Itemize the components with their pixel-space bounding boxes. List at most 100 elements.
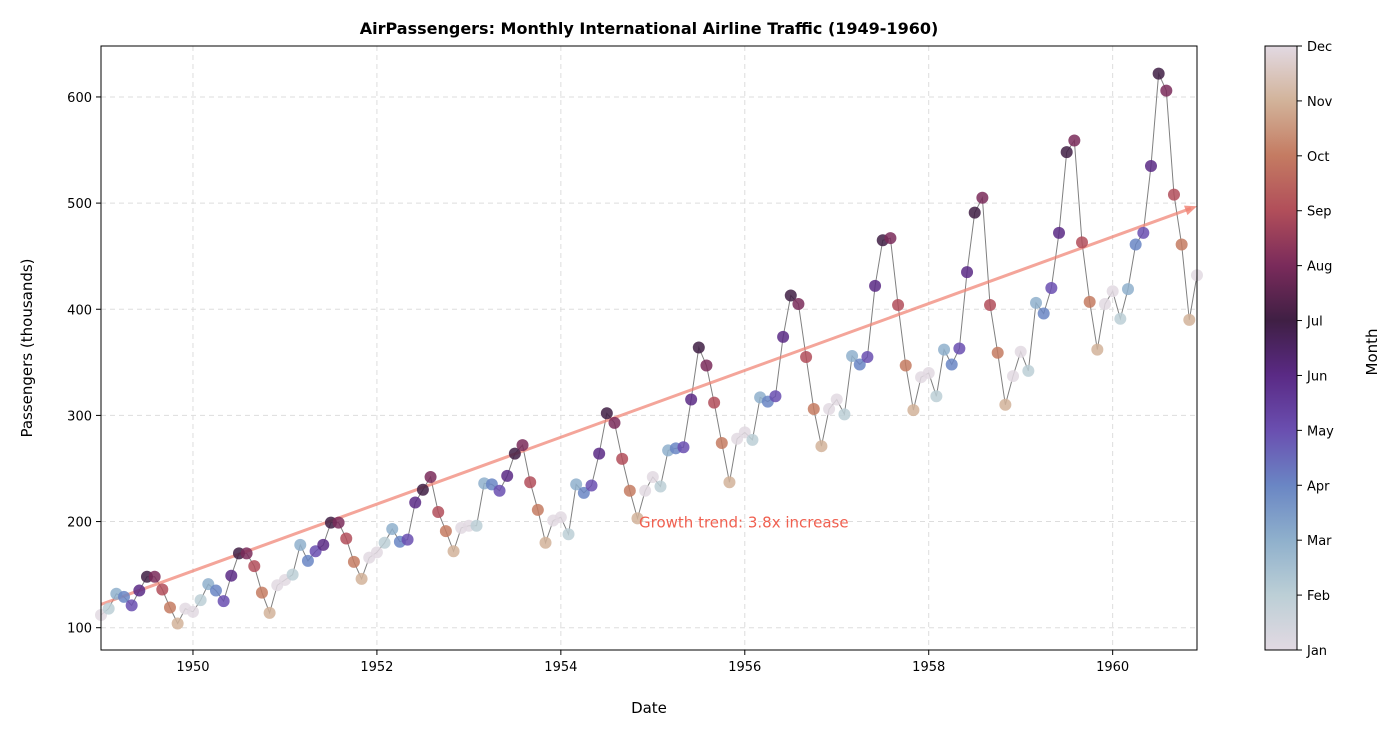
colorbar-tick-label: Nov xyxy=(1307,95,1333,110)
data-point xyxy=(439,525,452,538)
data-point xyxy=(317,538,330,551)
data-point xyxy=(1030,296,1043,309)
data-point xyxy=(846,349,859,362)
data-point xyxy=(792,297,805,310)
chart-title: AirPassengers: Monthly International Air… xyxy=(360,19,939,38)
colorbar-tick-label: Mar xyxy=(1307,534,1332,549)
data-point xyxy=(133,584,146,597)
data-point xyxy=(677,441,690,454)
data-point xyxy=(823,403,836,416)
data-point xyxy=(424,470,437,483)
data-point xyxy=(539,536,552,549)
colorbar-tick-label: Oct xyxy=(1307,150,1329,165)
data-point xyxy=(1144,159,1157,172)
data-point xyxy=(1053,226,1066,239)
data-point xyxy=(623,484,636,497)
series-line xyxy=(100,71,1198,625)
data-point xyxy=(447,545,460,558)
data-point xyxy=(953,342,966,355)
data-point xyxy=(708,396,721,409)
data-point xyxy=(117,590,130,603)
data-point xyxy=(907,404,920,417)
x-tick-label: 1952 xyxy=(360,660,393,675)
data-point xyxy=(470,519,483,532)
data-point xyxy=(961,266,974,279)
data-point xyxy=(639,484,652,497)
data-point xyxy=(838,408,851,421)
data-point xyxy=(938,343,951,356)
y-tick-label: 100 xyxy=(67,622,92,637)
data-point xyxy=(524,476,537,489)
data-point xyxy=(869,279,882,292)
x-tick-label: 1950 xyxy=(176,660,209,675)
data-point xyxy=(746,433,759,446)
data-point xyxy=(608,416,621,429)
data-point xyxy=(516,439,529,452)
colorbar xyxy=(1264,45,1298,651)
data-point xyxy=(332,516,345,529)
y-tick-label: 600 xyxy=(67,91,92,106)
data-point xyxy=(1152,67,1165,80)
data-point xyxy=(807,403,820,416)
data-point xyxy=(1167,188,1180,201)
data-point xyxy=(286,568,299,581)
data-point xyxy=(401,533,414,546)
data-point xyxy=(355,572,368,585)
data-point xyxy=(125,599,138,612)
data-point xyxy=(263,606,276,619)
data-point xyxy=(386,522,399,535)
data-point xyxy=(692,341,705,354)
data-point xyxy=(577,486,590,499)
data-point xyxy=(800,351,813,364)
data-point xyxy=(1160,84,1173,97)
data-point xyxy=(999,398,1012,411)
data-point xyxy=(1129,238,1142,251)
data-point xyxy=(930,390,943,403)
data-point xyxy=(593,447,606,460)
data-point xyxy=(194,594,207,607)
data-point xyxy=(1022,364,1035,377)
data-point xyxy=(853,358,866,371)
data-point xyxy=(554,511,567,524)
data-point xyxy=(347,555,360,568)
colorbar-tick-label: Jan xyxy=(1306,644,1327,659)
data-point xyxy=(493,484,506,497)
data-point xyxy=(1183,313,1196,326)
colorbar-tick-label: Jun xyxy=(1306,369,1327,384)
data-point xyxy=(409,496,422,509)
data-point xyxy=(715,437,728,450)
data-point xyxy=(616,452,629,465)
data-point xyxy=(685,393,698,406)
data-point xyxy=(562,528,575,541)
y-tick-label: 300 xyxy=(67,409,92,424)
data-point xyxy=(1083,295,1096,308)
colorbar-tick-label: Aug xyxy=(1307,260,1332,275)
colorbar-tick-label: May xyxy=(1307,424,1334,439)
data-point xyxy=(340,532,353,545)
data-point xyxy=(777,330,790,343)
y-axis-label: Passengers (thousands) xyxy=(18,258,36,437)
data-point xyxy=(1106,285,1119,298)
data-point xyxy=(1098,297,1111,310)
data-point xyxy=(217,595,230,608)
data-point xyxy=(1068,134,1081,147)
data-point xyxy=(248,560,261,573)
y-tick-label: 400 xyxy=(67,303,92,318)
y-tick-label: 500 xyxy=(67,197,92,212)
data-point xyxy=(156,583,169,596)
data-point xyxy=(432,506,445,519)
data-point xyxy=(1091,343,1104,356)
data-point xyxy=(892,299,905,312)
colorbar-tick-label: Jul xyxy=(1306,315,1323,330)
data-point xyxy=(784,289,797,302)
data-point xyxy=(968,206,981,219)
data-point xyxy=(1114,312,1127,325)
data-point xyxy=(501,469,514,482)
data-point xyxy=(631,512,644,525)
data-point xyxy=(255,586,268,599)
colorbar-tick-label: Dec xyxy=(1307,40,1332,55)
data-point xyxy=(991,346,1004,359)
data-point xyxy=(531,503,544,516)
trend-arrow-line xyxy=(100,206,1192,606)
